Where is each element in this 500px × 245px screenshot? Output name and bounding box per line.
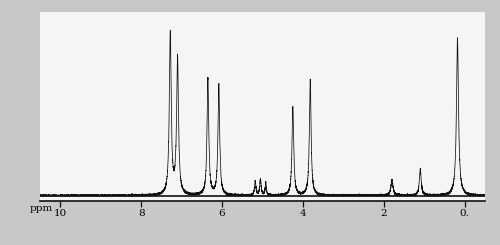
Text: ppm: ppm [30, 204, 53, 213]
